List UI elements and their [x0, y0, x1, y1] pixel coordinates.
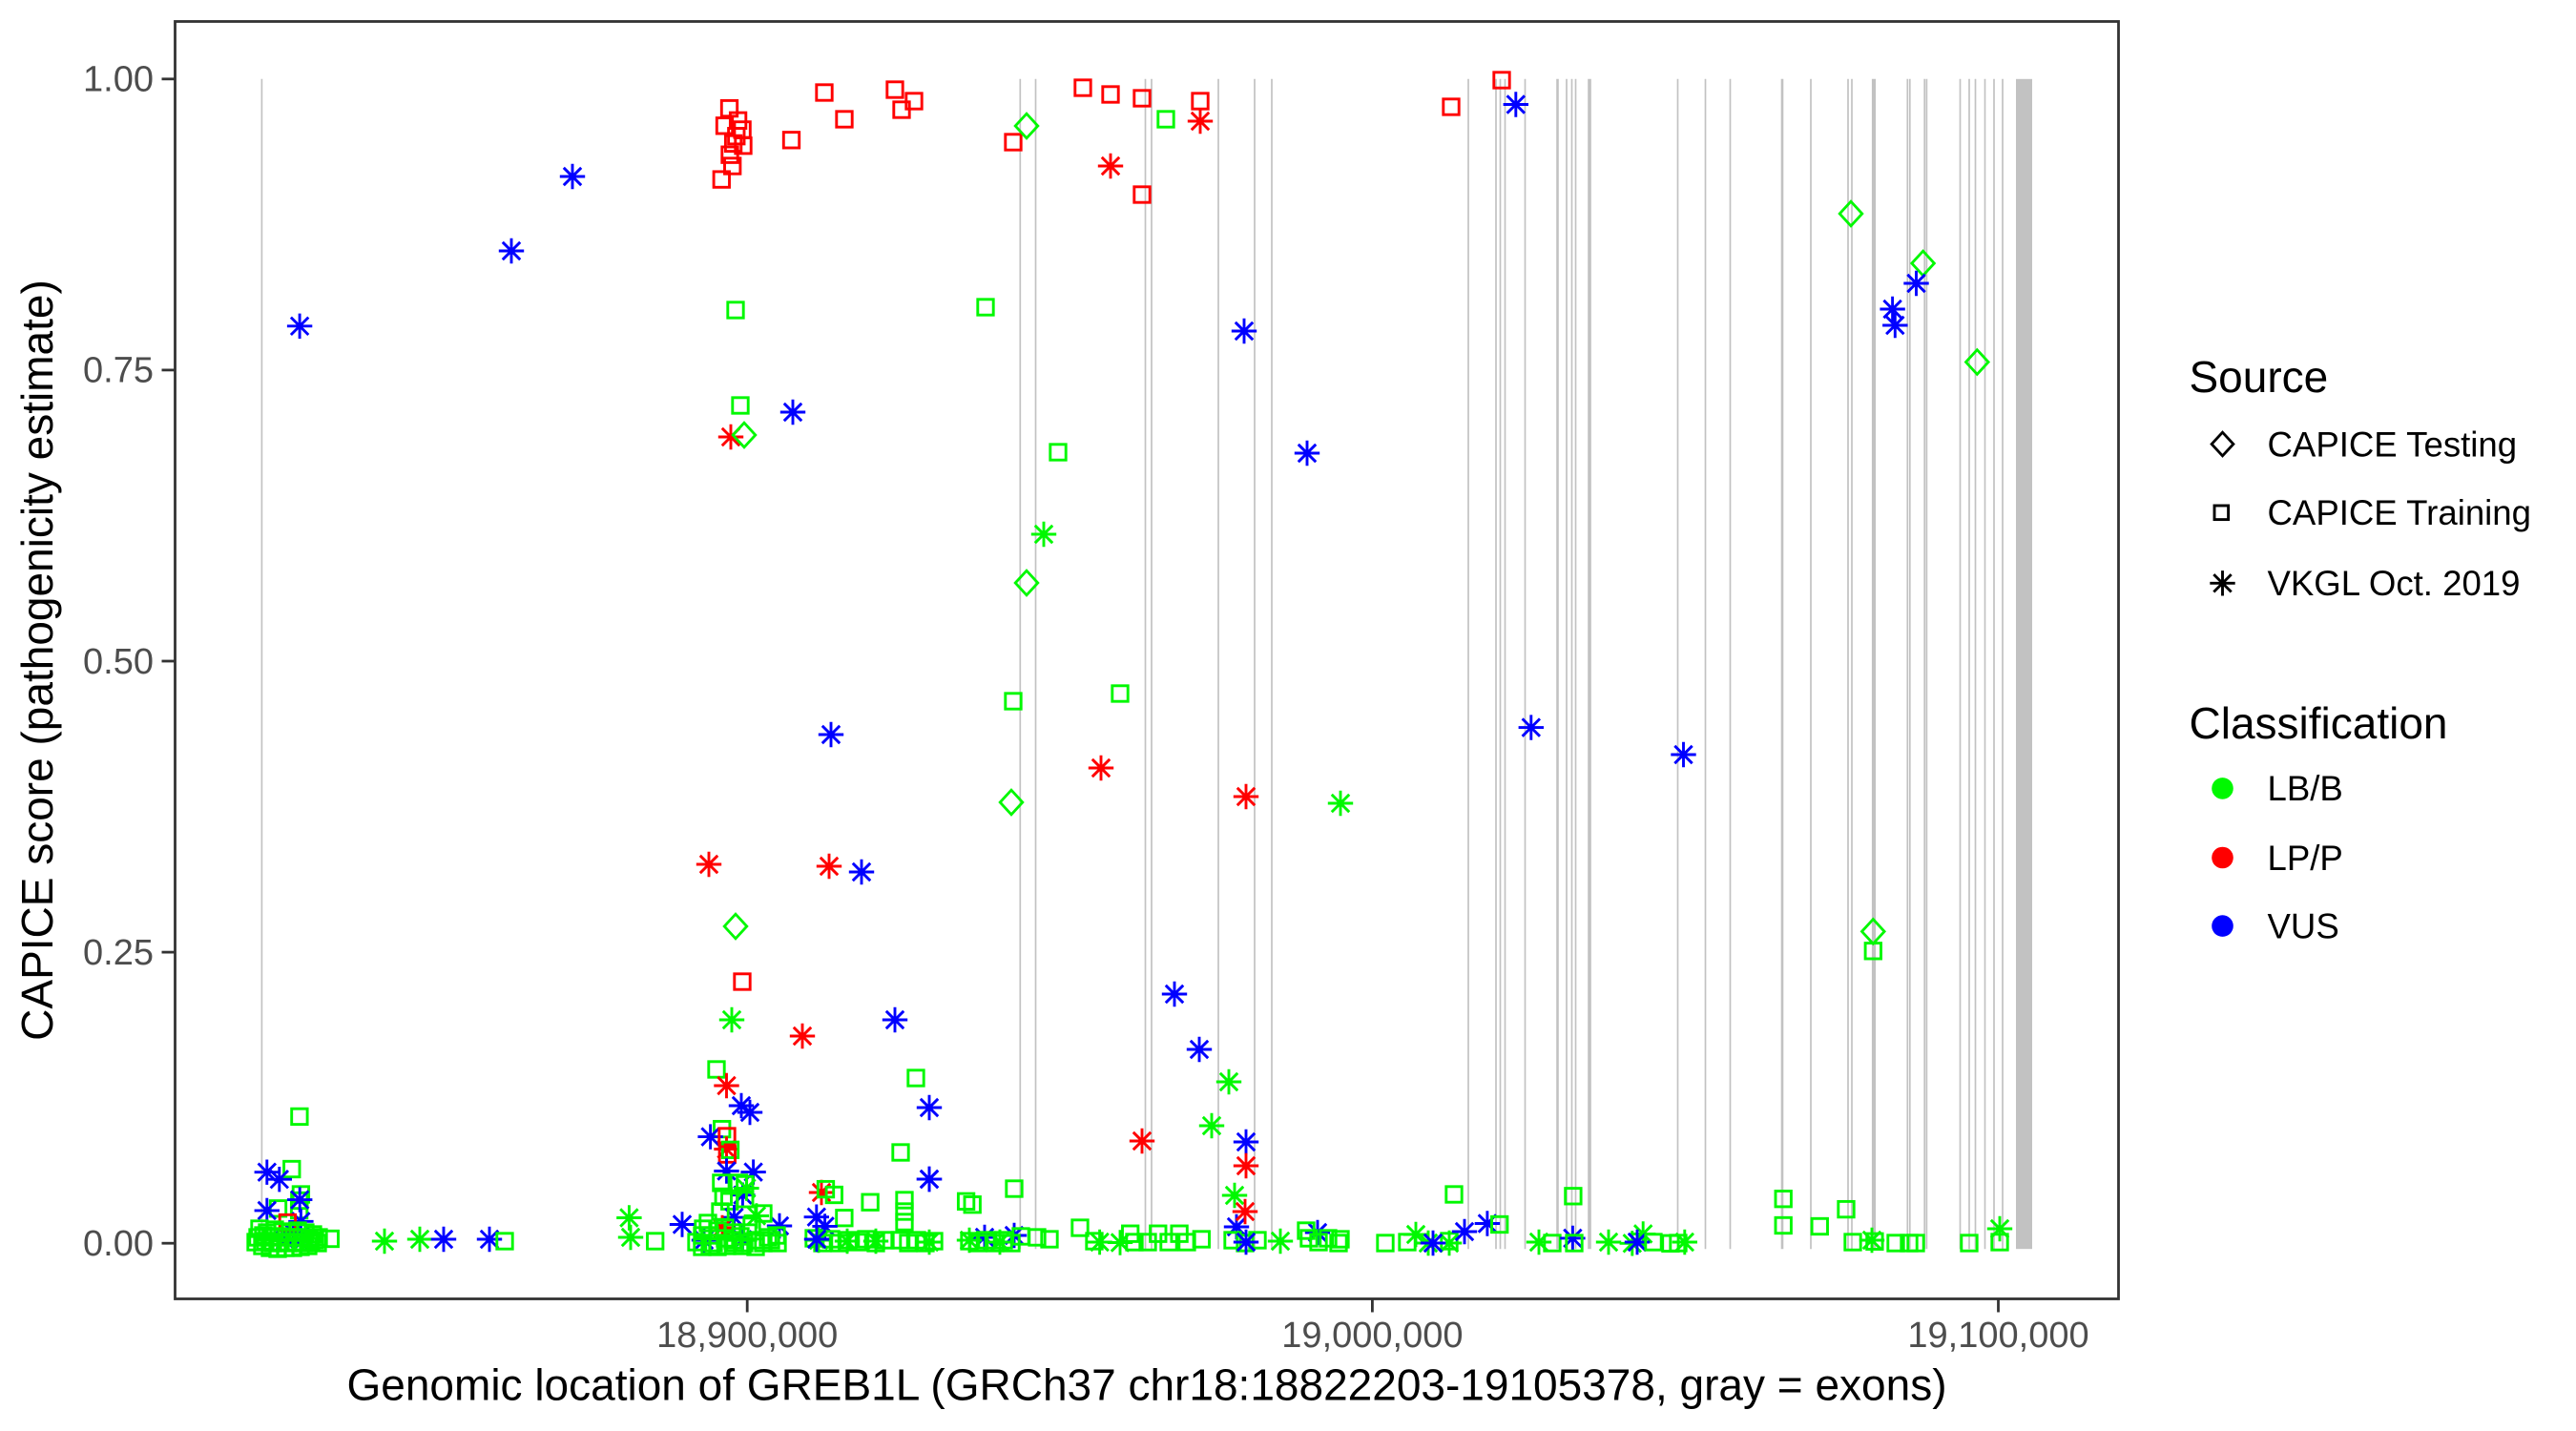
- svg-text:CAPICE Training: CAPICE Training: [2268, 493, 2531, 532]
- svg-text:0.75: 0.75: [83, 351, 154, 391]
- svg-text:Source: Source: [2190, 352, 2329, 402]
- svg-text:CAPICE Testing: CAPICE Testing: [2268, 425, 2518, 464]
- svg-text:1.00: 1.00: [83, 60, 154, 100]
- svg-text:19,100,000: 19,100,000: [1907, 1316, 2088, 1356]
- svg-text:VKGL Oct. 2019: VKGL Oct. 2019: [2268, 564, 2521, 603]
- svg-text:0.25: 0.25: [83, 933, 154, 973]
- svg-text:VUS: VUS: [2268, 906, 2339, 945]
- svg-text:LP/P: LP/P: [2268, 839, 2343, 878]
- svg-text:19,000,000: 19,000,000: [1281, 1316, 1463, 1356]
- svg-text:Genomic location of GREB1L (GR: Genomic location of GREB1L (GRCh37 chr18…: [346, 1360, 1946, 1410]
- svg-text:0.00: 0.00: [83, 1224, 154, 1264]
- svg-text:Classification: Classification: [2190, 698, 2448, 748]
- svg-text:0.50: 0.50: [83, 642, 154, 682]
- svg-text:18,900,000: 18,900,000: [656, 1316, 838, 1356]
- svg-text:LB/B: LB/B: [2268, 769, 2343, 808]
- svg-text:CAPICE score (pathogenicity es: CAPICE score (pathogenicity estimate): [12, 280, 62, 1041]
